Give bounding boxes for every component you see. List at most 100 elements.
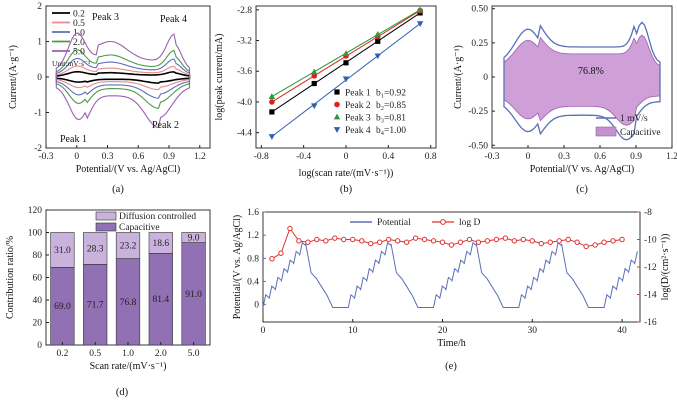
caption-c: (c) [576, 184, 588, 195]
x-tick-label: 0 [526, 152, 531, 162]
bar-value-label: 71.7 [87, 301, 104, 311]
data-point [342, 50, 350, 56]
legend-label: Peak 4 [345, 126, 371, 136]
data-point [311, 80, 317, 87]
logd-point [529, 238, 535, 244]
legend-label: 2.0 [73, 38, 85, 48]
y-tick-label: -0.25 [468, 107, 488, 117]
y-axis-label: log(peak current/mA) [214, 34, 225, 121]
data-point [416, 21, 424, 28]
data-point [374, 31, 381, 37]
bar-diffusion [181, 232, 206, 243]
x-tick-label: 0.3 [558, 152, 570, 162]
logd-point [403, 239, 410, 245]
bar-value-label: 18.6 [152, 239, 169, 249]
x-tick-label: 0 [74, 152, 79, 162]
y-tick-label: -2.8 [237, 6, 252, 16]
logd-point [556, 238, 562, 244]
y-tick-label-left: 0.4 [247, 277, 259, 287]
logd-point [502, 235, 509, 241]
x-tick-label: 30 [528, 326, 538, 336]
cv-curve-1mv [503, 21, 661, 141]
caption-e: (e) [445, 361, 457, 372]
caption-a: (a) [112, 184, 124, 195]
logd-point [619, 236, 625, 243]
x-axis-label: Time/h [437, 338, 466, 349]
legend-title: Unit:mV·s⁻¹ [52, 59, 90, 68]
legend-label: Capacitive [620, 128, 661, 138]
logd-point [574, 239, 580, 245]
data-point [334, 101, 340, 108]
data-point [333, 127, 341, 133]
x-tick-label: 1.2 [666, 152, 677, 162]
data-point [374, 53, 381, 60]
y-tick-label-left: 0.8 [247, 254, 259, 264]
data-point [343, 60, 349, 66]
legend-label: Peak 3 [345, 114, 371, 124]
logd-point [520, 236, 527, 243]
legend-label: 1 mV/s [620, 114, 648, 124]
legend-label: Peak 2 [345, 101, 371, 111]
logd-point [565, 236, 571, 243]
data-point [269, 109, 275, 115]
logd-point [385, 236, 392, 243]
annotation-percentage: 76.8% [578, 66, 604, 77]
data-point [311, 73, 318, 79]
x-tick-label: 0.3 [102, 152, 114, 162]
x-tick-label: -0.8 [254, 152, 269, 162]
plot-frame [262, 211, 641, 323]
panel-d: 0 20 40 60 80 100 120 69.0 31.0 0.2 71.7 28.3 0.5 76.… [5, 206, 211, 398]
logd-point [359, 238, 365, 244]
bar-diffusion [148, 232, 173, 254]
y-tick-label-left: 1.6 [247, 208, 259, 218]
y-tick-label: -1 [34, 109, 42, 119]
data-point [333, 113, 341, 120]
logd-point [547, 239, 553, 245]
x-tick-label: 20 [438, 326, 448, 336]
bar-diffusion [83, 232, 108, 265]
legend-b-value: b₂=0.85 [376, 101, 406, 111]
legend-label: 0.2 [73, 10, 85, 20]
logd-point [269, 256, 275, 262]
y-tick-label: -2 [34, 144, 42, 154]
x-tick-label: 1.0 [122, 349, 134, 359]
potential-trace [262, 241, 638, 308]
legend-label: Capacitive [119, 223, 160, 233]
logd-point [538, 240, 544, 247]
legend-label: Potential [377, 218, 411, 228]
logd-point [314, 236, 320, 243]
logd-point [278, 250, 284, 256]
logd-point [601, 239, 607, 245]
annotation-peak-3: Peak 3 [92, 12, 119, 23]
y-tick-label: 20 [33, 319, 43, 329]
bar-value-label: 23.2 [120, 242, 137, 252]
legend-swatch [440, 219, 446, 225]
legend-b-value: b₄=1.00 [376, 126, 406, 136]
panel-a: -0.3 0 0.3 0.6 0.9 1.2-2-10120.20.51.02.05.0U… [8, 2, 211, 195]
legend-label: 5.0 [73, 48, 85, 58]
logd-point [475, 239, 482, 245]
y-tick-label: 1 [37, 38, 42, 48]
y-tick-label-right: -16 [644, 318, 657, 328]
y-tick-label: 80 [33, 251, 43, 261]
panel-b: -0.8 -0.4 0 0.4 0.8 -4.4 -4.0 -3.6 -3.2 -2.8 Peak … [214, 5, 437, 195]
logd-point [421, 236, 428, 243]
x-tick-label: 0.6 [132, 152, 144, 162]
y-tick-label-left: 0 [254, 301, 259, 311]
y-tick-label: -4.4 [237, 129, 252, 139]
x-tick-label: 0.4 [382, 152, 394, 162]
logd-point [457, 239, 464, 245]
bar-value-label: 91.0 [185, 290, 202, 300]
logd-point [394, 238, 401, 244]
x-tick-label: -0.3 [38, 152, 53, 162]
x-tick-label: 0.6 [594, 152, 606, 162]
logd-point [287, 225, 293, 232]
x-tick-label: 0.2 [56, 349, 68, 359]
capacitive-area [503, 34, 661, 126]
data-point [268, 134, 276, 140]
x-tick-label: 0.8 [425, 152, 437, 162]
logd-point [610, 238, 616, 244]
data-point [375, 38, 381, 44]
bar-value-label: 31.0 [54, 246, 71, 256]
data-point [269, 99, 275, 105]
